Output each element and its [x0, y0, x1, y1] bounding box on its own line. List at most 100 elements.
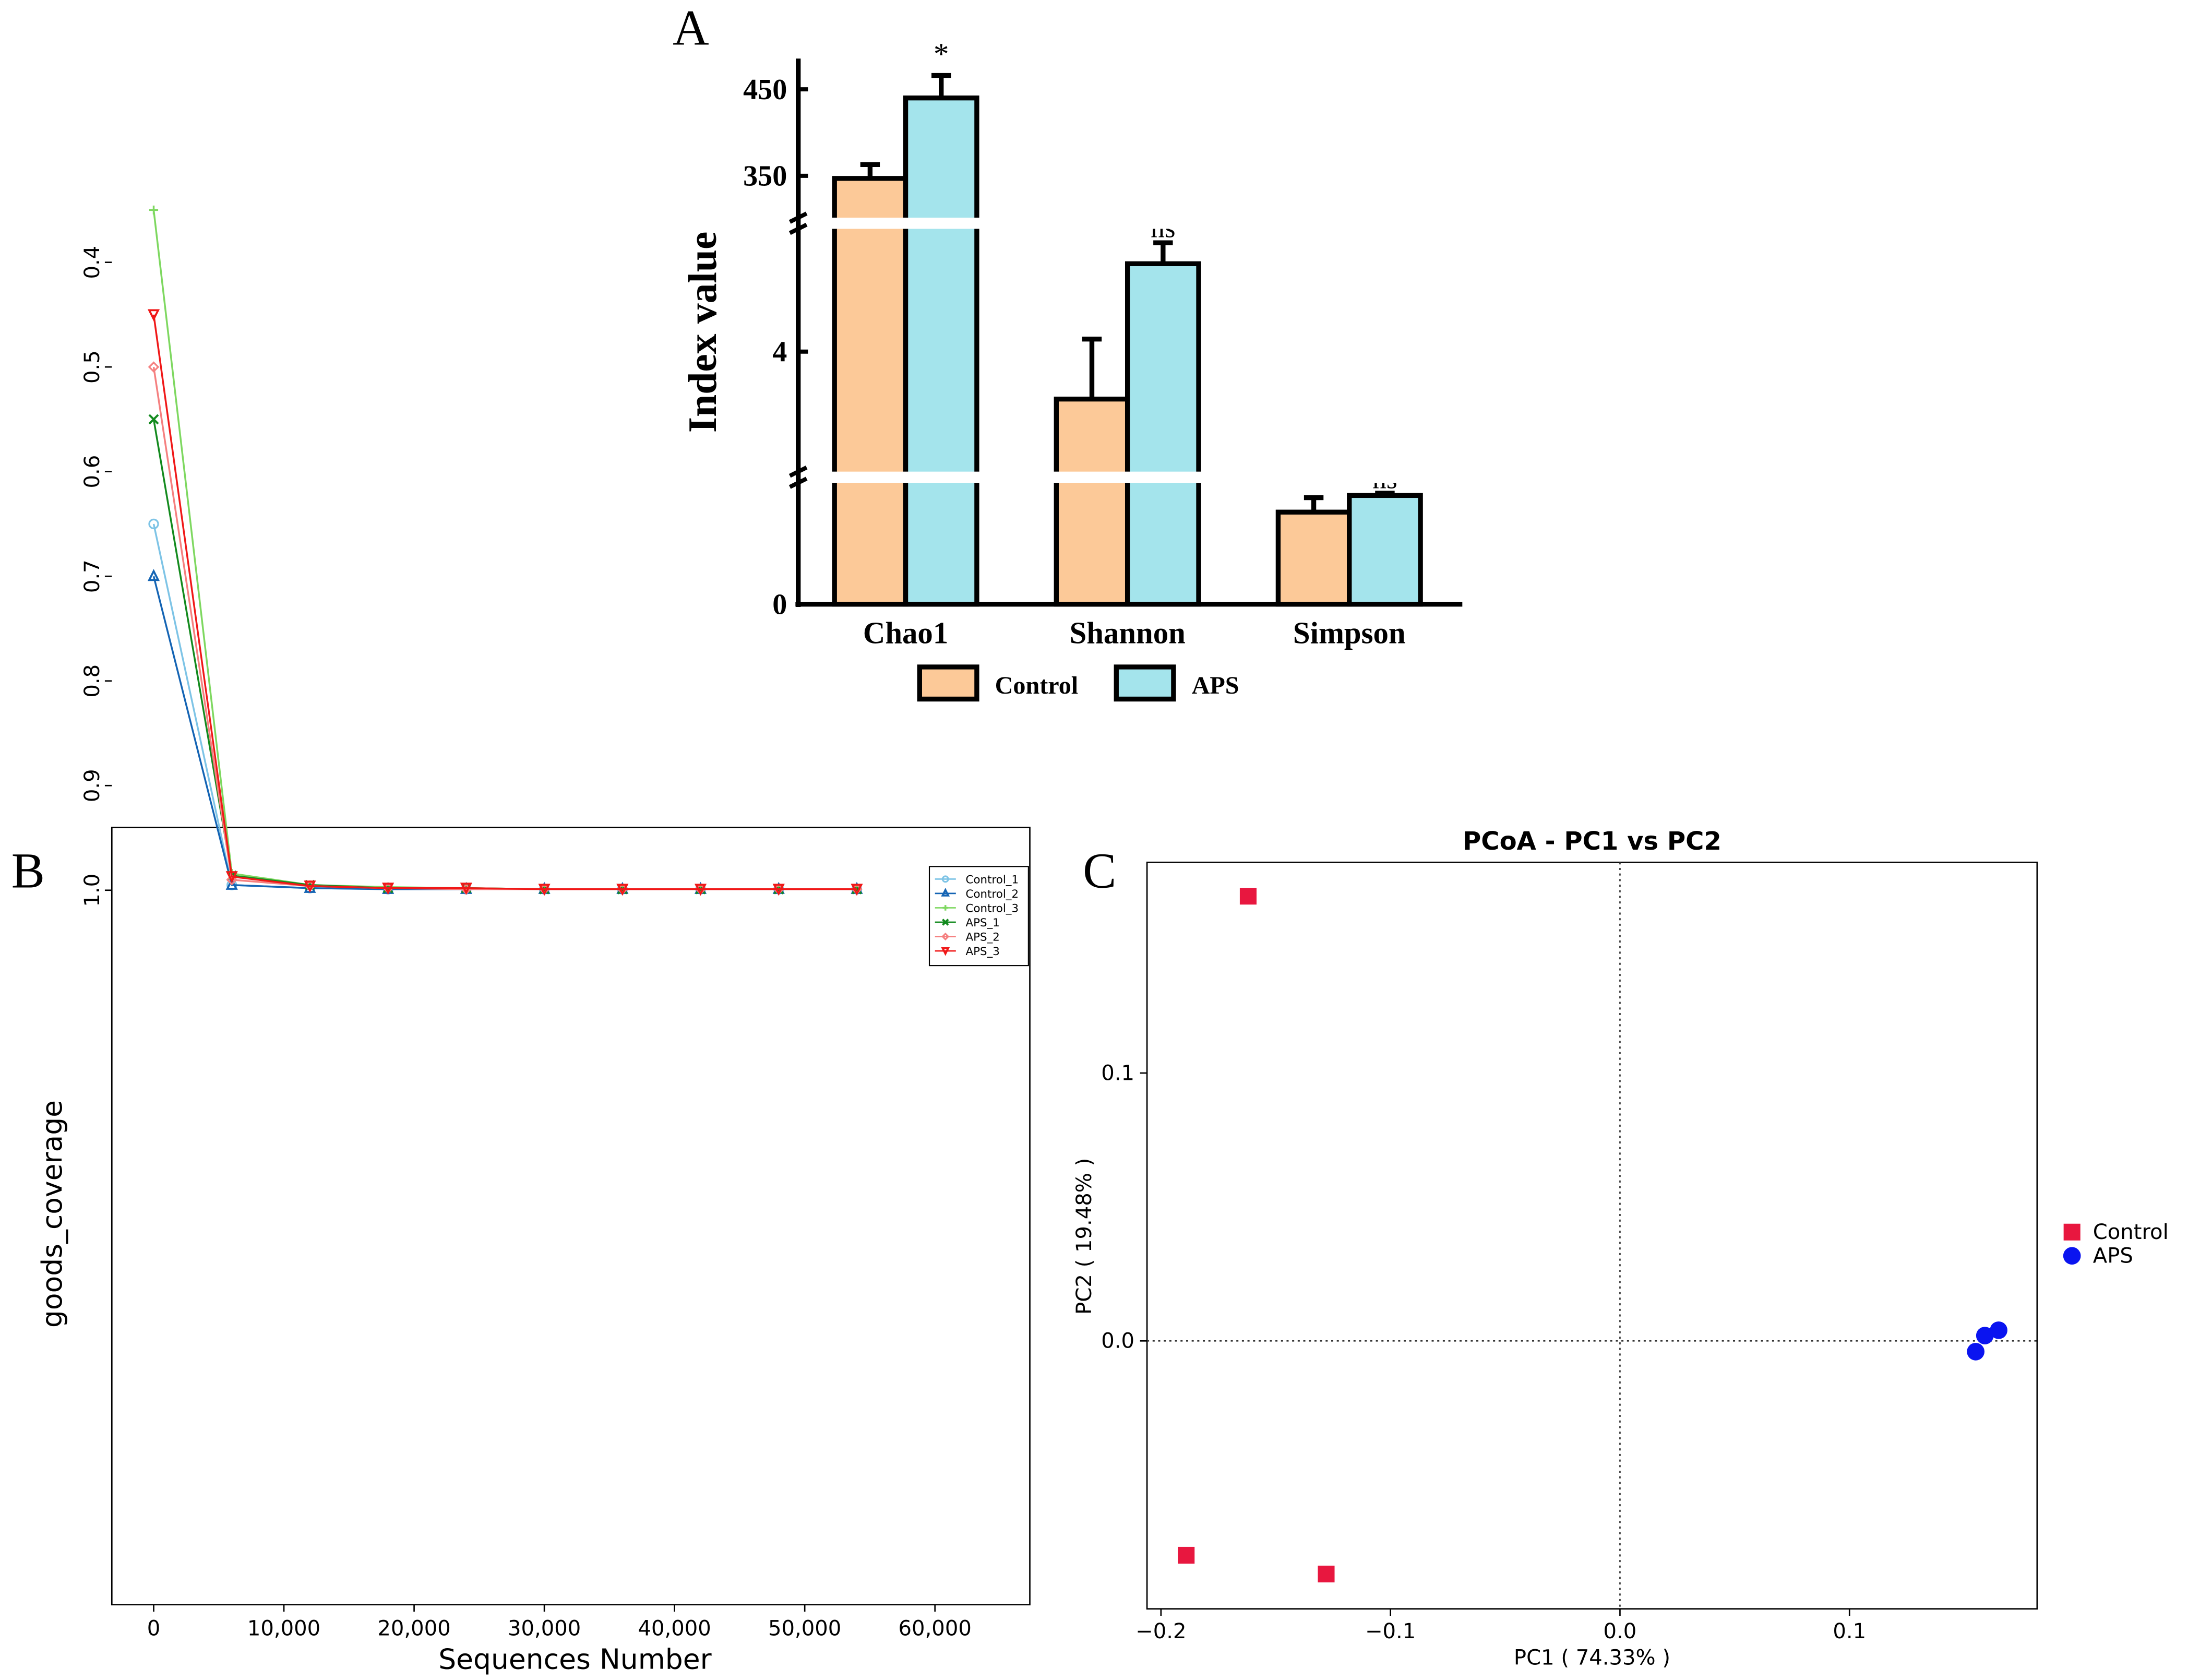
x-tick-label: 30,000	[508, 1616, 581, 1640]
legend-label: Control_1	[966, 873, 1019, 886]
marker-triangle	[147, 569, 160, 581]
y-tick-label: 0.8	[80, 664, 104, 698]
x-tick-label: 40,000	[638, 1616, 711, 1640]
marker-diamond	[148, 361, 160, 373]
y-tick-label: 0.1	[1101, 1061, 1134, 1085]
marker-triangle	[225, 877, 238, 890]
marker-triangle-down	[147, 309, 160, 321]
bar-control-chao1	[832, 176, 908, 607]
panel-c-pcoa-chart: PCoA - PC1 vs PC2 −0.2 −0.1 0.0 0.1 0.0 0.1 PC1…	[1072, 827, 2169, 1670]
x-axis-label: Sequences Number	[438, 1643, 711, 1676]
x-tick-label: −0.1	[1365, 1619, 1416, 1643]
panel-b-coverage-chart: 0 10,000 20,000 30,000 40,000 50,000 60,000 0.4…	[35, 205, 1031, 1676]
legend-swatch-control	[917, 664, 979, 702]
y-tick-label: 1.0	[80, 874, 104, 907]
axis-break-gap	[823, 218, 1438, 229]
bar-aps-shannon	[1125, 261, 1201, 607]
x-tick-label: 0.1	[1833, 1619, 1866, 1643]
plot-frame	[111, 827, 1031, 1605]
marker-plus	[149, 205, 159, 215]
y-tick-label: 0.9	[80, 769, 104, 802]
marker-triangle-down	[694, 884, 707, 896]
legend-label: APS_1	[966, 916, 1000, 930]
bar-control-simpson	[1275, 509, 1352, 607]
bar-control-shannon	[1054, 396, 1130, 607]
marker-diamond	[941, 932, 950, 941]
point-square	[1318, 1565, 1335, 1582]
point-circle	[1967, 1343, 1984, 1361]
x-tick-label: 10,000	[247, 1616, 320, 1640]
y-tick-label: 0	[772, 588, 787, 621]
marker-triangle	[941, 888, 950, 897]
y-tick-label: 450	[743, 74, 787, 106]
legend-marker-control	[2063, 1223, 2081, 1241]
marker-plus	[942, 905, 949, 911]
x-tick-label: 0.0	[1604, 1619, 1637, 1643]
point-circle	[1976, 1327, 1994, 1344]
marker-triangle-down	[851, 884, 863, 896]
series-aps_3	[147, 309, 863, 896]
legend-label: Control_3	[966, 902, 1019, 915]
y-axis-label: Index value	[680, 232, 725, 433]
series-line	[152, 314, 857, 890]
y-tick-label: 0.7	[80, 559, 104, 593]
marker-triangle-down	[382, 883, 394, 895]
series-line	[152, 366, 857, 890]
point-square	[1178, 1546, 1195, 1564]
marker-circle	[148, 518, 159, 530]
series-line	[152, 419, 857, 890]
marker-triangle-down	[304, 880, 316, 893]
series-control	[1178, 888, 1335, 1582]
legend-marker-aps	[2063, 1247, 2081, 1265]
marker-triangle-down	[616, 884, 629, 896]
marker-triangle-down	[460, 883, 472, 895]
x-tick-label: Chao1	[863, 616, 948, 650]
legend-swatch-aps	[1114, 664, 1176, 702]
point-circle	[1990, 1321, 2007, 1339]
x-tick-label: −0.2	[1135, 1619, 1186, 1643]
y-tick-label: 4	[772, 336, 787, 368]
x-tick-label: 60,000	[899, 1616, 972, 1640]
x-tick-label: Shannon	[1070, 616, 1186, 650]
y-axis-label: goods_coverage	[35, 1100, 68, 1328]
marker-x	[941, 919, 949, 926]
marker-x	[148, 414, 159, 425]
panel-a-bar-chart: *Chao1nsShannonnsSimpson04350450Index va…	[680, 37, 1463, 702]
legend-label: APS_2	[966, 931, 1000, 944]
series-aps	[1967, 1321, 2007, 1361]
series-aps_1	[148, 414, 862, 895]
series-aps_2	[148, 361, 863, 895]
series-control_1	[148, 518, 863, 895]
marker-triangle-down	[538, 884, 551, 896]
panel-label-a: A	[673, 0, 709, 56]
x-axis-label: PC1 ( 74.33% )	[1514, 1646, 1670, 1670]
marker-circle	[941, 875, 949, 883]
legend-label: APS_3	[966, 945, 1000, 958]
y-tick-label: 0.5	[80, 350, 104, 384]
chart-title: PCoA - PC1 vs PC2	[1463, 827, 1721, 856]
series-line	[152, 576, 857, 890]
legend-label: Control_2	[966, 888, 1019, 901]
significance-label: *	[934, 37, 949, 71]
point-square	[1239, 888, 1257, 905]
marker-triangle-down	[772, 884, 785, 896]
legend-label: APS	[2093, 1244, 2133, 1268]
y-axis-label: PC2 ( 19.48% )	[1072, 1158, 1096, 1315]
marker-triangle-down	[941, 947, 950, 956]
legend-label: Control	[995, 672, 1078, 699]
bar-aps-chao1	[903, 96, 979, 607]
plot-frame	[1146, 861, 2038, 1610]
y-tick-label: 0.4	[80, 246, 104, 279]
x-tick-label: 0	[147, 1616, 161, 1640]
axis-break-gap	[823, 471, 1438, 483]
panel-label-c: C	[1083, 842, 1116, 898]
series-line	[152, 210, 857, 890]
y-tick-label: 0.6	[80, 455, 104, 488]
x-tick-label: Simpson	[1293, 616, 1406, 650]
legend-label: Control	[2093, 1220, 2169, 1244]
marker-diamond	[226, 874, 238, 886]
y-tick-label: 350	[743, 160, 787, 193]
y-tick-label: 0.0	[1101, 1329, 1134, 1353]
marker-triangle-down	[225, 871, 238, 884]
